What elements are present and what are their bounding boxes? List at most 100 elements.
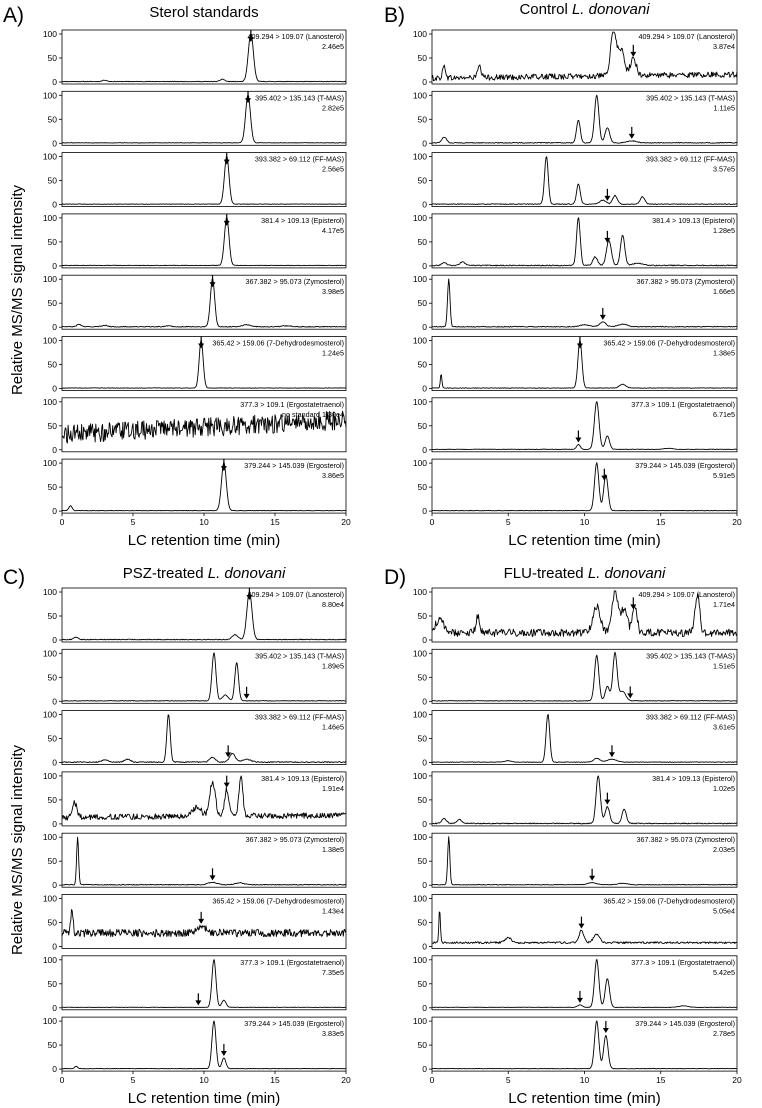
intensity-label: 8.80e4 (322, 600, 344, 609)
trace-panel: 0 50 100 409.294 > 109.07 (Lanosterol)1.71e… (413, 587, 738, 645)
panel-title: FLU-treated L. donovani (504, 565, 666, 582)
subpanel-frame (61, 90, 347, 146)
x-tick-label: 10 (199, 517, 209, 527)
y-tick-label: 100 (43, 397, 57, 407)
chromatogram-trace (61, 278, 347, 328)
y-tick-label: 50 (418, 918, 428, 928)
y-tick-label: 50 (48, 114, 58, 124)
intensity-label: 2.46e5 (322, 42, 344, 51)
subpanel-frame (61, 336, 347, 391)
x-tick-label: 10 (580, 517, 590, 527)
y-tick-label: 0 (422, 77, 427, 87)
panel-title: Control L. donovani (519, 1, 650, 18)
transition-label: 365.42 > 159.06 (7-Dehydrodesmosterol) (212, 339, 344, 348)
chromatogram-trace (61, 217, 347, 267)
intensity-label: no standard 1.30e4 (282, 410, 344, 419)
y-tick-label: 100 (43, 1016, 57, 1026)
y-tick-label: 100 (413, 832, 427, 842)
subpanel-frame (431, 274, 738, 330)
arrow-marker (602, 1021, 609, 1034)
y-axis-label-bottom: Relative MS/MS signal intensity (9, 744, 26, 955)
arrow-marker (247, 30, 254, 42)
subpanel-frame (431, 832, 738, 888)
y-tick-label: 0 (52, 77, 57, 87)
panel-title: Sterol standards (149, 4, 258, 21)
subpanel-frame (61, 213, 347, 269)
transition-label: 367.382 > 95.073 (Zymosterol) (637, 835, 735, 844)
intensity-label: 1.71e4 (713, 600, 735, 609)
trace-panel: 0 50 100 365.42 > 159.06 (7-Dehydrodesmoste… (43, 894, 347, 952)
intensity-label: 2.03e5 (713, 845, 735, 854)
y-tick-label: 50 (418, 298, 428, 308)
y-tick-label: 100 (43, 648, 57, 658)
intensity-label: 5.91e5 (713, 471, 735, 480)
trace-panel: 0 50 100 379.244 > 145.039 (Ergosterol)3.83… (43, 1016, 347, 1074)
chromatogram-trace (61, 775, 347, 821)
subpanel-frame (431, 152, 738, 208)
subpanel-frame (431, 710, 738, 765)
arrow-marker (195, 993, 202, 1006)
transition-label: 409.294 > 109.07 (Lanosterol) (247, 590, 344, 599)
chromatogram-trace (431, 339, 738, 389)
trace-panel: 0 50 100 381.4 > 109.13 (Episterol)1.91e4 (43, 771, 347, 829)
x-tick-label: 20 (341, 1075, 351, 1085)
trace-panel: 0 50 100 395.402 > 135.143 (T-MAS)1.51e5 (413, 648, 738, 706)
y-tick-label: 0 (52, 942, 57, 952)
panel-title: PSZ-treated L. donovani (123, 565, 286, 582)
transition-label: 409.294 > 109.07 (Lanosterol) (247, 32, 344, 41)
trace-panel: 0 50 100 365.42 > 159.06 (7-Dehydrodesmoste… (413, 336, 738, 394)
x-tick-label: 15 (270, 1075, 280, 1085)
intensity-label: 1.51e5 (713, 661, 735, 670)
y-tick-label: 50 (48, 482, 58, 492)
intensity-label: 3.57e5 (713, 165, 735, 174)
chromatogram-trace (431, 1020, 738, 1070)
subpanel-frame (61, 152, 347, 208)
subpanel-frame (431, 336, 738, 391)
trace-panel: 0 50 100 379.244 > 145.039 (Ergosterol)3.86… (43, 458, 347, 516)
y-tick-label: 0 (52, 696, 57, 706)
x-tick-label: 0 (430, 1075, 435, 1085)
chromatogram-trace (431, 156, 737, 205)
intensity-label: 1.11e5 (714, 103, 735, 112)
trace-panel: 0 50 100 381.4 > 109.13 (Episterol)4.17e5 (43, 213, 347, 271)
x-tick-label: 0 (430, 517, 435, 527)
y-tick-label: 0 (422, 635, 427, 645)
y-tick-label: 50 (48, 979, 58, 989)
chromatogram-trace (431, 278, 738, 328)
x-tick-label: 20 (341, 517, 351, 527)
trace-panel: 0 50 100 393.382 > 69.112 (FF-MAS)3.61e5 (413, 710, 738, 768)
y-tick-label: 50 (418, 979, 428, 989)
transition-label: 365.42 > 159.06 (7-Dehydrodesmosterol) (603, 339, 735, 348)
trace-panel: 0 50 100 367.382 > 95.073 (Zymosterol)1.66e… (413, 274, 738, 332)
arrow-marker (576, 336, 583, 349)
y-tick-label: 0 (422, 942, 427, 952)
transition-label: 381.4 > 109.13 (Episterol) (652, 774, 735, 783)
y-tick-label: 100 (413, 213, 427, 223)
intensity-label: 1.91e4 (322, 784, 344, 793)
arrow-marker (246, 588, 253, 600)
y-tick-label: 50 (48, 237, 58, 247)
intensity-label: 1.89e5 (322, 661, 344, 670)
subpanel-frame (431, 587, 738, 643)
arrow-marker (220, 1044, 227, 1057)
trace-panel: 0 50 100 381.4 > 109.13 (Episterol)1.02e5 (413, 771, 738, 829)
arrow-marker (604, 792, 611, 805)
x-tick-label: 5 (506, 1075, 511, 1085)
x-tick-label: 15 (270, 517, 280, 527)
chromatogram-trace (431, 911, 738, 945)
chromatogram-trace (431, 836, 738, 886)
subpanel-frame (431, 213, 738, 269)
arrow-marker (223, 775, 230, 788)
y-tick-label: 50 (48, 53, 58, 63)
transition-label: 379.244 > 145.039 (Ergosterol) (244, 1019, 344, 1028)
trace-panel: 0 50 100 377.3 > 109.1 (Ergostatetraenol)7.… (43, 955, 347, 1013)
panel-letter: A) (3, 4, 24, 27)
chromatogram-trace (431, 31, 738, 82)
subpanel-frame (61, 587, 347, 643)
transition-label: 379.244 > 145.039 (Ergosterol) (244, 461, 344, 470)
intensity-label: 1.66e5 (713, 287, 735, 296)
y-tick-label: 50 (418, 795, 428, 805)
y-tick-label: 0 (422, 138, 427, 148)
subpanel-frame (61, 832, 347, 888)
